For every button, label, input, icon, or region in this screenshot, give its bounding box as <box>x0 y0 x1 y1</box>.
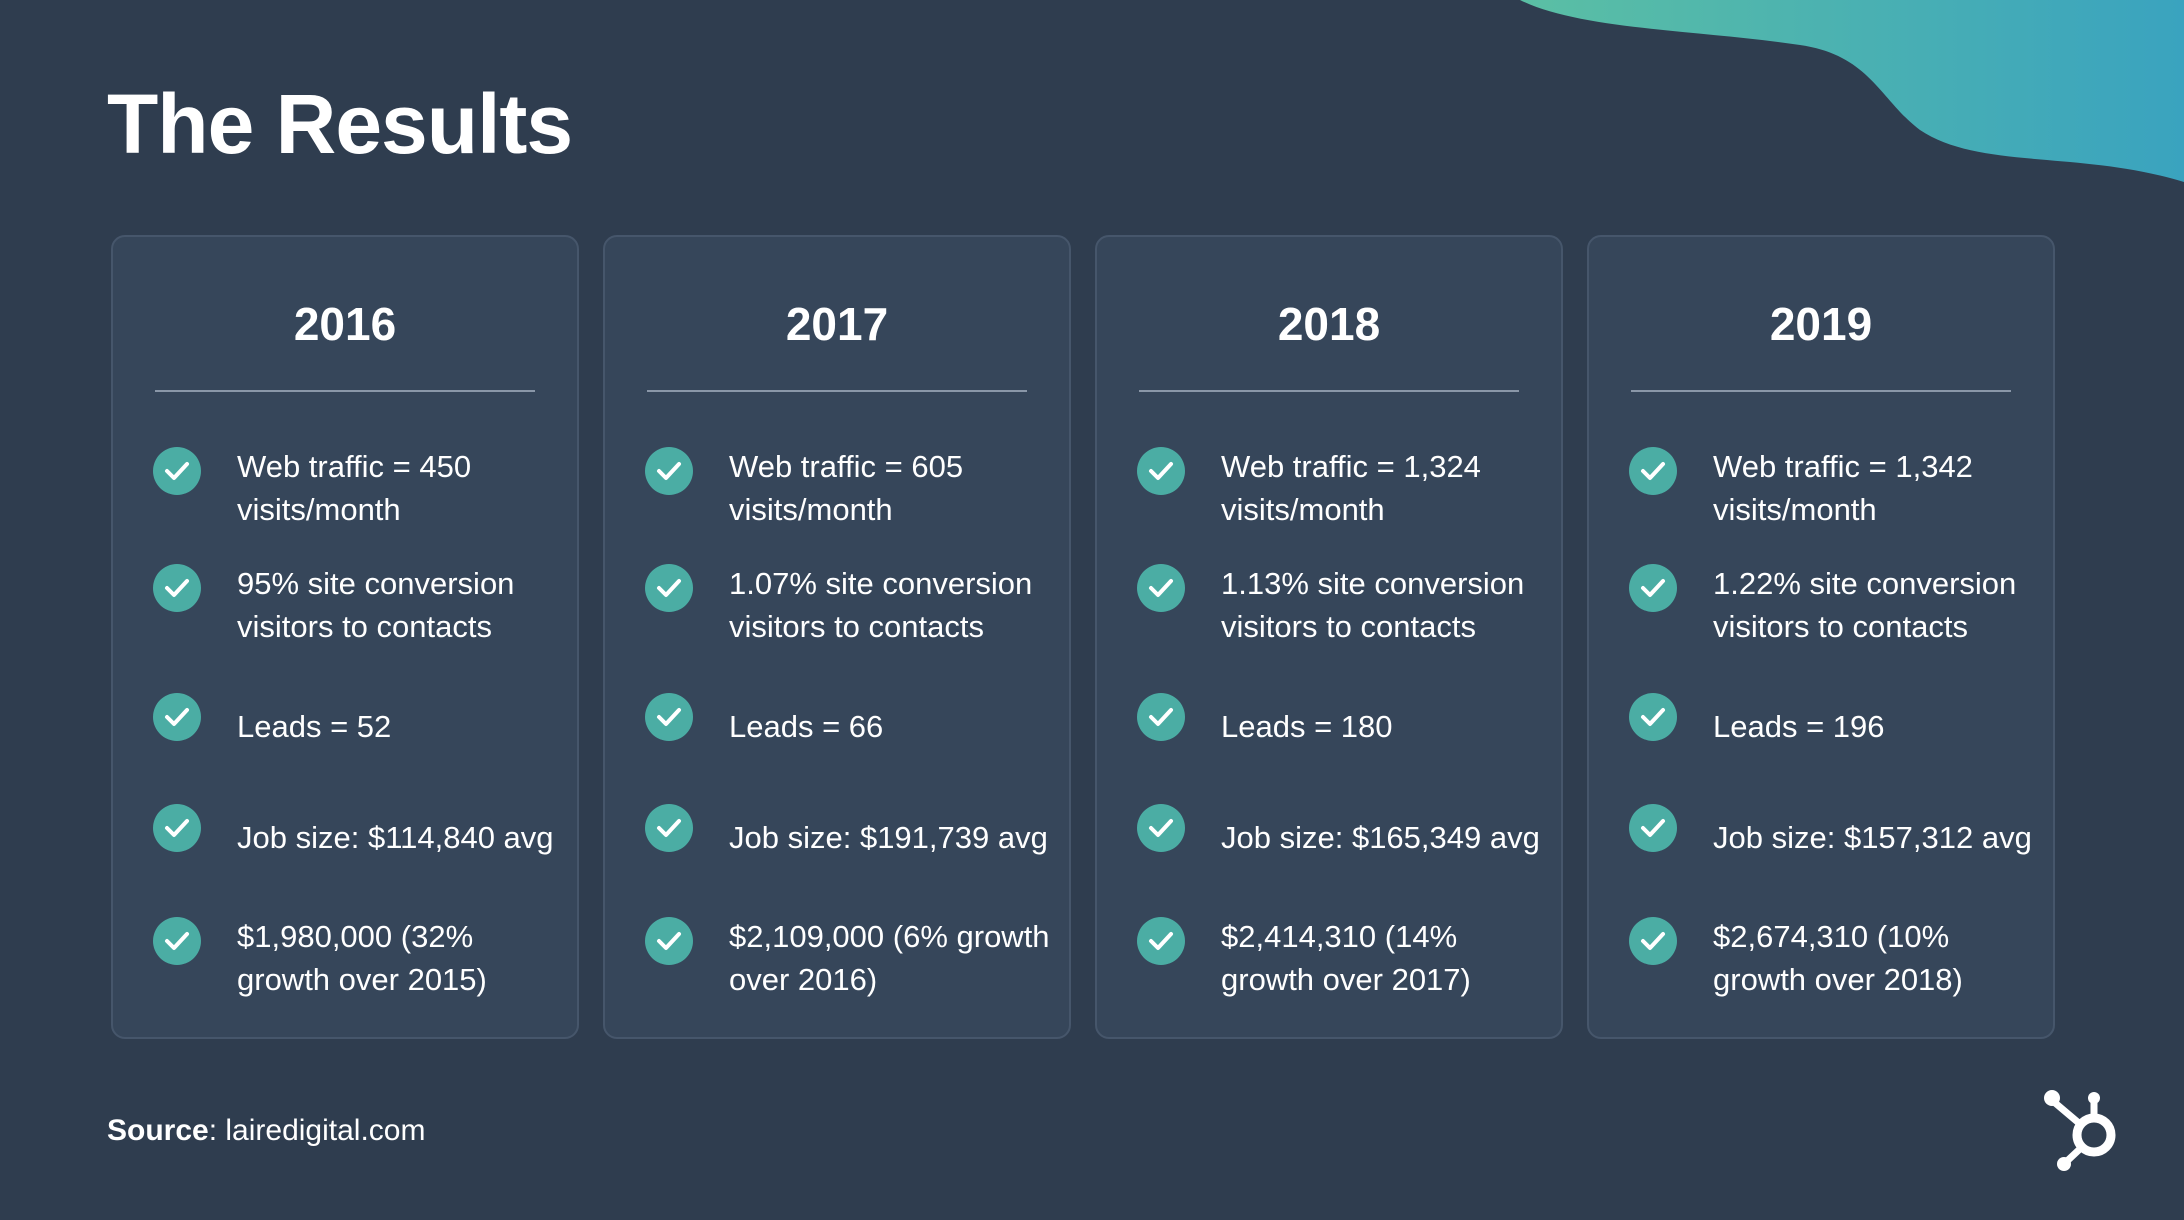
divider <box>155 390 535 392</box>
source-attribution: Source: lairedigital.com <box>107 1114 425 1148</box>
item-text: Leads = 180 <box>1221 709 1393 744</box>
check-circle-icon <box>645 693 693 741</box>
item-text: Leads = 66 <box>729 709 884 744</box>
check-circle-icon <box>645 804 693 852</box>
check-circle-icon <box>1629 917 1677 965</box>
check-circle-icon <box>1629 693 1677 741</box>
check-circle-icon <box>645 564 693 612</box>
check-circle-icon <box>153 564 201 612</box>
result-item: Web traffic = 1,324 visits/month <box>1137 447 1551 531</box>
check-circle-icon <box>1137 804 1185 852</box>
result-item: 95% site conversion visitors to contacts <box>153 564 567 648</box>
check-circle-icon <box>153 447 201 495</box>
check-circle-icon <box>1629 564 1677 612</box>
result-item: $2,674,310 (10% growth over 2018) <box>1629 917 2043 1001</box>
result-item: $2,414,310 (14% growth over 2017) <box>1137 917 1551 1001</box>
check-circle-icon <box>645 917 693 965</box>
result-item: Job size: $157,312 avg <box>1629 804 2043 859</box>
item-text: Leads = 196 <box>1713 709 1885 744</box>
item-text: Job size: $157,312 avg <box>1713 820 2032 855</box>
check-circle-icon <box>1629 447 1677 495</box>
item-text: 1.07% site conversion visitors to contac… <box>729 566 1033 644</box>
card-2017: 2017 Web traffic = 605 visits/month 1.07… <box>603 235 1071 1039</box>
check-circle-icon <box>153 917 201 965</box>
result-item: Leads = 52 <box>153 693 567 748</box>
result-item: 1.22% site conversion visitors to contac… <box>1629 564 2043 648</box>
result-item: Job size: $165,349 avg <box>1137 804 1551 859</box>
check-circle-icon <box>153 804 201 852</box>
card-2019: 2019 Web traffic = 1,342 visits/month 1.… <box>1587 235 2055 1039</box>
result-item: Web traffic = 1,342 visits/month <box>1629 447 2043 531</box>
result-item: Leads = 66 <box>645 693 1059 748</box>
item-text: Web traffic = 450 visits/month <box>237 449 472 527</box>
result-item: Job size: $114,840 avg <box>153 804 567 859</box>
item-text: Web traffic = 605 visits/month <box>729 449 964 527</box>
item-text: Leads = 52 <box>237 709 392 744</box>
result-item: 1.13% site conversion visitors to contac… <box>1137 564 1551 648</box>
result-item: Web traffic = 450 visits/month <box>153 447 567 531</box>
source-value: : lairedigital.com <box>208 1114 426 1147</box>
divider <box>1139 390 1519 392</box>
item-text: Job size: $114,840 avg <box>237 820 554 855</box>
item-text: $2,414,310 (14% growth over 2017) <box>1221 919 1471 997</box>
result-item: $1,980,000 (32% growth over 2015) <box>153 917 567 1001</box>
check-circle-icon <box>645 447 693 495</box>
card-year: 2018 <box>1277 298 1381 350</box>
result-item: $2,109,000 (6% growth over 2016) <box>645 917 1059 1001</box>
result-item: 1.07% site conversion visitors to contac… <box>645 564 1059 648</box>
item-text: 1.22% site conversion visitors to contac… <box>1713 566 2017 644</box>
check-circle-icon <box>1137 564 1185 612</box>
result-item: Leads = 180 <box>1137 693 1551 748</box>
check-circle-icon <box>1137 693 1185 741</box>
item-text: $2,109,000 (6% growth over 2016) <box>729 919 1050 997</box>
item-text: 1.13% site conversion visitors to contac… <box>1221 566 1525 644</box>
card-2018: 2018 Web traffic = 1,324 visits/month 1.… <box>1095 235 1563 1039</box>
page-title: The Results <box>107 77 573 171</box>
check-circle-icon <box>153 693 201 741</box>
item-text: $1,980,000 (32% growth over 2015) <box>237 919 487 997</box>
item-text: Job size: $191,739 avg <box>729 820 1048 855</box>
check-circle-icon <box>1137 917 1185 965</box>
item-text: 95% site conversion visitors to contacts <box>237 566 515 644</box>
card-year: 2017 <box>785 298 889 350</box>
source-label: Source <box>107 1114 209 1147</box>
item-text: Job size: $165,349 avg <box>1221 820 1540 855</box>
hubspot-logo-icon <box>2044 1090 2116 1171</box>
result-item: Leads = 196 <box>1629 693 2043 748</box>
result-item: Job size: $191,739 avg <box>645 804 1059 859</box>
card-2016: 2016 Web traffic = 450 visits/month 95% … <box>111 235 579 1039</box>
card-year: 2016 <box>293 298 397 350</box>
results-cards: 2016 Web traffic = 450 visits/month 95% … <box>111 235 2055 1039</box>
item-text: $2,674,310 (10% growth over 2018) <box>1713 919 1963 997</box>
item-text: Web traffic = 1,342 visits/month <box>1713 449 1973 527</box>
item-text: Web traffic = 1,324 visits/month <box>1221 449 1481 527</box>
divider <box>1631 390 2011 392</box>
result-item: Web traffic = 605 visits/month <box>645 447 1059 531</box>
divider <box>647 390 1027 392</box>
check-circle-icon <box>1629 804 1677 852</box>
check-circle-icon <box>1137 447 1185 495</box>
card-year: 2019 <box>1769 298 1873 350</box>
